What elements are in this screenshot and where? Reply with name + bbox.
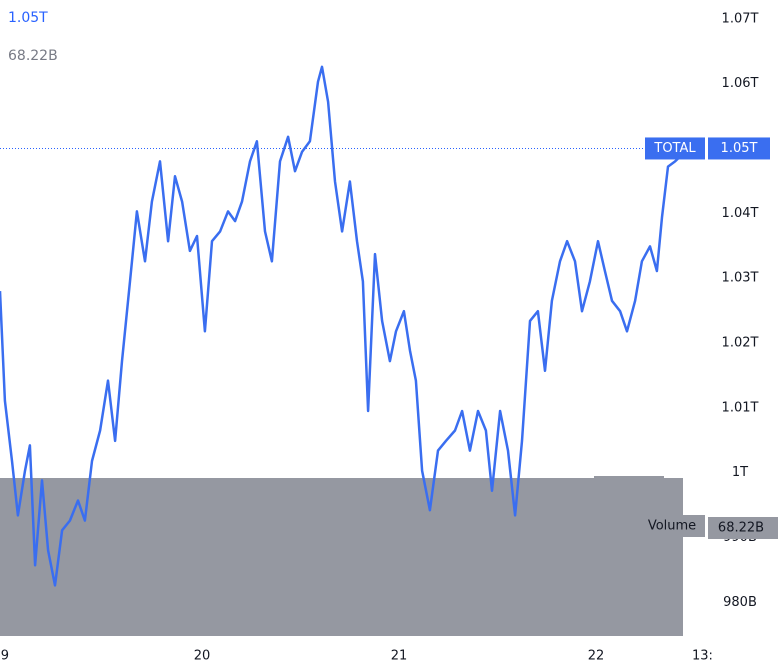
volume-value-box [708,517,778,539]
volume-label-box [640,515,705,537]
axis-volume-value: 68.22B [718,521,764,536]
x-tick-label: 9 [1,649,9,664]
x-tick-label: 22 [588,649,605,664]
volume-label: Volume [648,519,696,534]
price-line-series [0,65,684,587]
y-tick-label: 1.07T [722,11,759,26]
y-tick-label: 1.06T [722,76,759,91]
series-label: TOTAL [653,141,696,156]
last-value: 1.05T [8,10,48,26]
y-tick-label: 980B [723,595,757,610]
x-tick-label: 13: [692,649,713,664]
series-label-box [645,137,705,160]
x-tick-label: 20 [194,649,211,664]
volume-area [0,478,683,636]
y-tick-label: 1.03T [722,271,759,286]
y-tick-label: 1T [732,465,748,480]
x-tick-label: 21 [391,649,408,664]
last-value-box [708,137,770,160]
y-tick-label: 1.01T [722,400,759,415]
axis-last-value: 1.05T [721,141,758,156]
y-tick-label: 1.02T [722,335,759,350]
y-tick-label: 1.04T [722,206,759,221]
volume-value: 68.22B [8,48,58,64]
volume-area [594,476,664,480]
